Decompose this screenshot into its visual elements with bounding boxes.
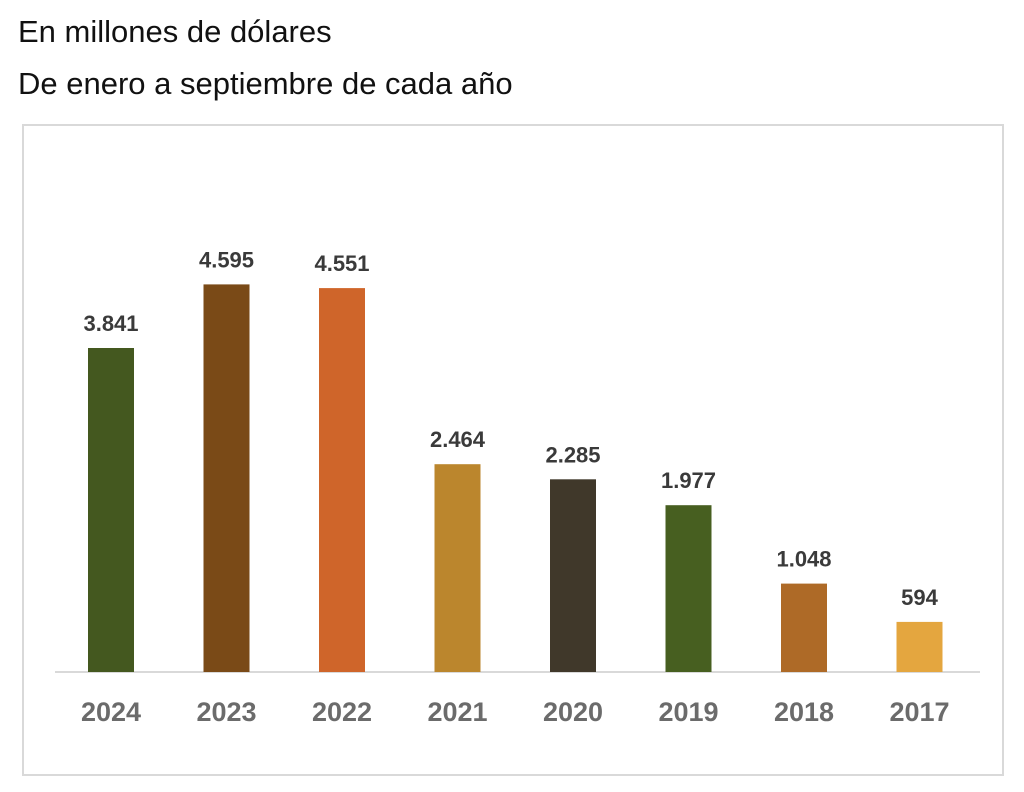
data-label-2020: 2.285: [545, 442, 600, 467]
chart-subtitle-period: De enero a septiembre de cada año: [18, 66, 513, 101]
chart-frame: 3.841 2024 4.595 2023 4.551 2022 2.464 2021 2.28…: [22, 124, 1004, 776]
bar-2019: [665, 505, 712, 672]
data-label-2023: 4.595: [199, 247, 254, 272]
bar-2021: [434, 464, 481, 672]
data-label-2019: 1.977: [661, 468, 716, 493]
bar-2017: [896, 621, 943, 672]
chart-subtitle-units: En millones de dólares: [18, 14, 332, 49]
x-tick-label-2017: 2017: [889, 697, 949, 727]
bar-2022: [319, 288, 365, 672]
bar-2020: [550, 479, 596, 672]
data-label-2022: 4.551: [314, 251, 369, 276]
x-tick-label-2020: 2020: [543, 697, 603, 727]
bar-2024: [88, 348, 134, 672]
bar-chart: 3.841 2024 4.595 2023 4.551 2022 2.464 2021 2.28…: [55, 247, 980, 727]
x-tick-label-2021: 2021: [427, 697, 487, 727]
x-tick-label-2023: 2023: [196, 697, 256, 727]
x-tick-label-2022: 2022: [312, 697, 372, 727]
bar-2023: [203, 284, 250, 672]
x-tick-label-2018: 2018: [774, 697, 834, 727]
data-label-2021: 2.464: [430, 427, 486, 452]
data-label-2017: 594: [901, 585, 938, 610]
data-label-2018: 1.048: [776, 547, 831, 572]
x-tick-label-2024: 2024: [81, 697, 141, 727]
bar-2018: [781, 583, 827, 672]
data-label-2024: 3.841: [83, 311, 138, 336]
x-tick-label-2019: 2019: [658, 697, 718, 727]
